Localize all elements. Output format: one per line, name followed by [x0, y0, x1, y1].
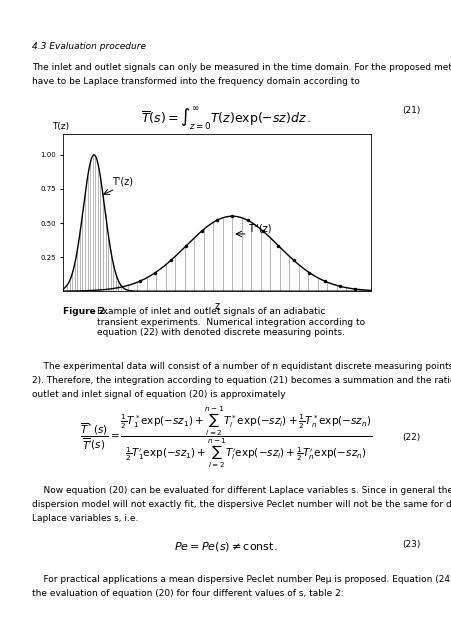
Text: Now equation (20) can be evaluated for different Laplace variables s. Since in g: Now equation (20) can be evaluated for d… — [32, 486, 451, 495]
Text: outlet and inlet signal of equation (20) is approximately: outlet and inlet signal of equation (20)… — [32, 390, 285, 399]
Text: T''(z): T''(z) — [247, 223, 271, 233]
Text: the evaluation of equation (20) for four different values of s, table 2:: the evaluation of equation (20) for four… — [32, 589, 342, 598]
Text: T'(z): T'(z) — [112, 177, 133, 187]
Text: Example of inlet and outlet signals of an adiabatic
transient experiments.  Nume: Example of inlet and outlet signals of a… — [97, 307, 364, 337]
Text: $\overline{T}(s) = \int_{z=0}^{\infty} T(z)\exp(-sz)dz\,.$: $\overline{T}(s) = \int_{z=0}^{\infty} T… — [140, 106, 311, 133]
Text: have to be Laplace transformed into the frequency domain according to: have to be Laplace transformed into the … — [32, 77, 359, 86]
Text: (21): (21) — [401, 106, 419, 115]
Text: $\dfrac{\overline{T}^*(s)}{\overline{T}'(s)} = \dfrac{\frac{1}{2}T_1^*\exp(-sz_1: $\dfrac{\overline{T}^*(s)}{\overline{T}'… — [80, 405, 371, 470]
Text: 4.3 Evaluation procedure: 4.3 Evaluation procedure — [32, 42, 145, 51]
Text: Laplace variables s, i.e.: Laplace variables s, i.e. — [32, 514, 138, 523]
Text: The experimental data will consist of a number of n equidistant discrete measuri: The experimental data will consist of a … — [32, 362, 451, 371]
Text: The inlet and outlet signals can only be measured in the time domain. For the pr: The inlet and outlet signals can only be… — [32, 63, 451, 72]
Text: z: z — [214, 301, 219, 311]
Text: Figure 2.: Figure 2. — [63, 307, 109, 316]
Text: $Pe = Pe(s) \neq \mathrm{const.}$: $Pe = Pe(s) \neq \mathrm{const.}$ — [174, 540, 277, 552]
Text: (23): (23) — [401, 540, 419, 548]
Text: 2). Therefore, the integration according to equation (21) becomes a summation an: 2). Therefore, the integration according… — [32, 376, 451, 385]
Text: dispersion model will not exactly fit, the dispersive Peclet number will not be : dispersion model will not exactly fit, t… — [32, 500, 451, 509]
Text: For practical applications a mean dispersive Peclet number Peμ is proposed. Equa: For practical applications a mean disper… — [32, 575, 451, 584]
Text: (22): (22) — [401, 433, 419, 442]
Text: T(z): T(z) — [52, 122, 69, 131]
